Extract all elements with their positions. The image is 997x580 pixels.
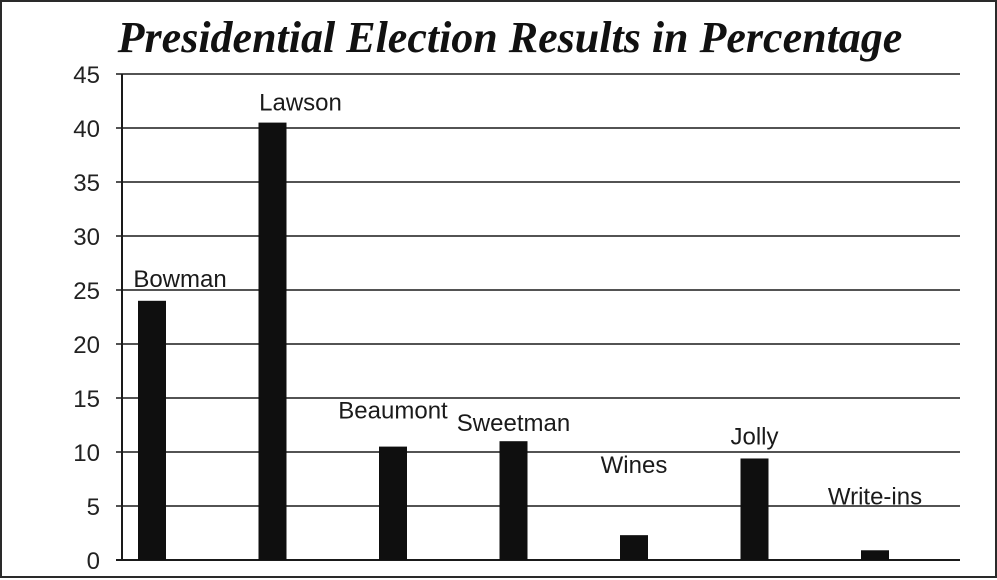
y-tick-label: 35: [73, 170, 100, 197]
bar-label-write-ins: Write-ins: [828, 483, 922, 510]
y-tick-label: 15: [73, 386, 100, 413]
bar-beaumont: [379, 446, 407, 560]
bar-label-lawson: Lawson: [259, 90, 342, 117]
bar-bowman: [138, 300, 166, 560]
y-tick-label: 0: [87, 548, 100, 575]
bar-sweetman: [499, 441, 528, 560]
bar-lawson: [258, 122, 287, 560]
chart-title: Presidential Election Results in Percent…: [117, 13, 903, 62]
bar-labels: Bowman Lawson Beaumont Sweetman Wines Jolly Wr…: [133, 90, 922, 511]
bar-label-bowman: Bowman: [133, 266, 226, 293]
y-axis-ticks: 0 5 10 15 20 25 30 35 40 45: [73, 62, 100, 575]
bars: [138, 122, 889, 560]
bar-label-jolly: Jolly: [730, 423, 778, 450]
y-tick-label: 20: [73, 332, 100, 359]
y-tick-label: 30: [73, 224, 100, 251]
bar-label-wines: Wines: [601, 452, 668, 479]
y-tick-label: 45: [73, 62, 100, 89]
gridlines: [116, 73, 960, 561]
y-tick-label: 40: [73, 116, 100, 143]
bar-label-sweetman: Sweetman: [457, 410, 570, 437]
y-tick-label: 10: [73, 440, 100, 467]
bar-wines: [620, 535, 648, 560]
bar-jolly: [740, 458, 769, 560]
bar-label-beaumont: Beaumont: [338, 398, 448, 425]
y-tick-label: 5: [87, 494, 100, 521]
bar-write-ins: [861, 550, 889, 560]
y-tick-label: 25: [73, 278, 100, 305]
